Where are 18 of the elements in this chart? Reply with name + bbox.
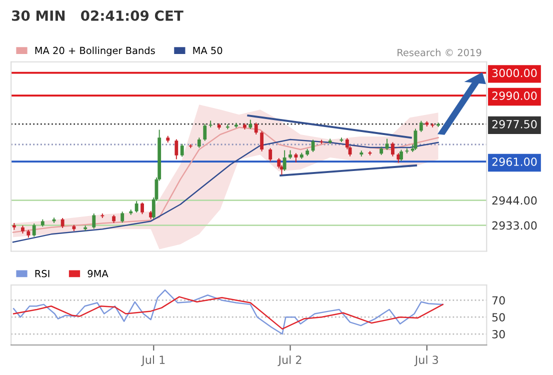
legend-label: RSI	[35, 270, 50, 278]
y-tick-label: 2944.00	[492, 196, 537, 205]
y-tick-label: 30	[492, 330, 505, 338]
y-tick-label: 2990.00	[492, 92, 537, 100]
y-tick-label: 2933.00	[492, 221, 537, 230]
y-tick-label: 2961.00	[492, 158, 537, 166]
legend-label: MA 50	[193, 46, 222, 54]
y-tick-label: 2977.50	[492, 120, 537, 128]
legend-label: 9MA	[88, 270, 108, 278]
y-tick-label: 70	[492, 296, 505, 305]
x-tick-label: Jul 1	[141, 355, 165, 366]
y-tick-label: 50	[492, 313, 505, 322]
text: Research © 2019	[398, 48, 482, 56]
chart-title: 30 MIN 02:41:09 CET	[12, 10, 184, 21]
legend-label: MA 20 + Bollinger Bands	[35, 46, 155, 56]
x-tick-label: Jul 3	[414, 355, 438, 366]
y-tick-label: 3000.00	[492, 68, 537, 78]
x-tick-label: Jul 2	[278, 355, 302, 366]
